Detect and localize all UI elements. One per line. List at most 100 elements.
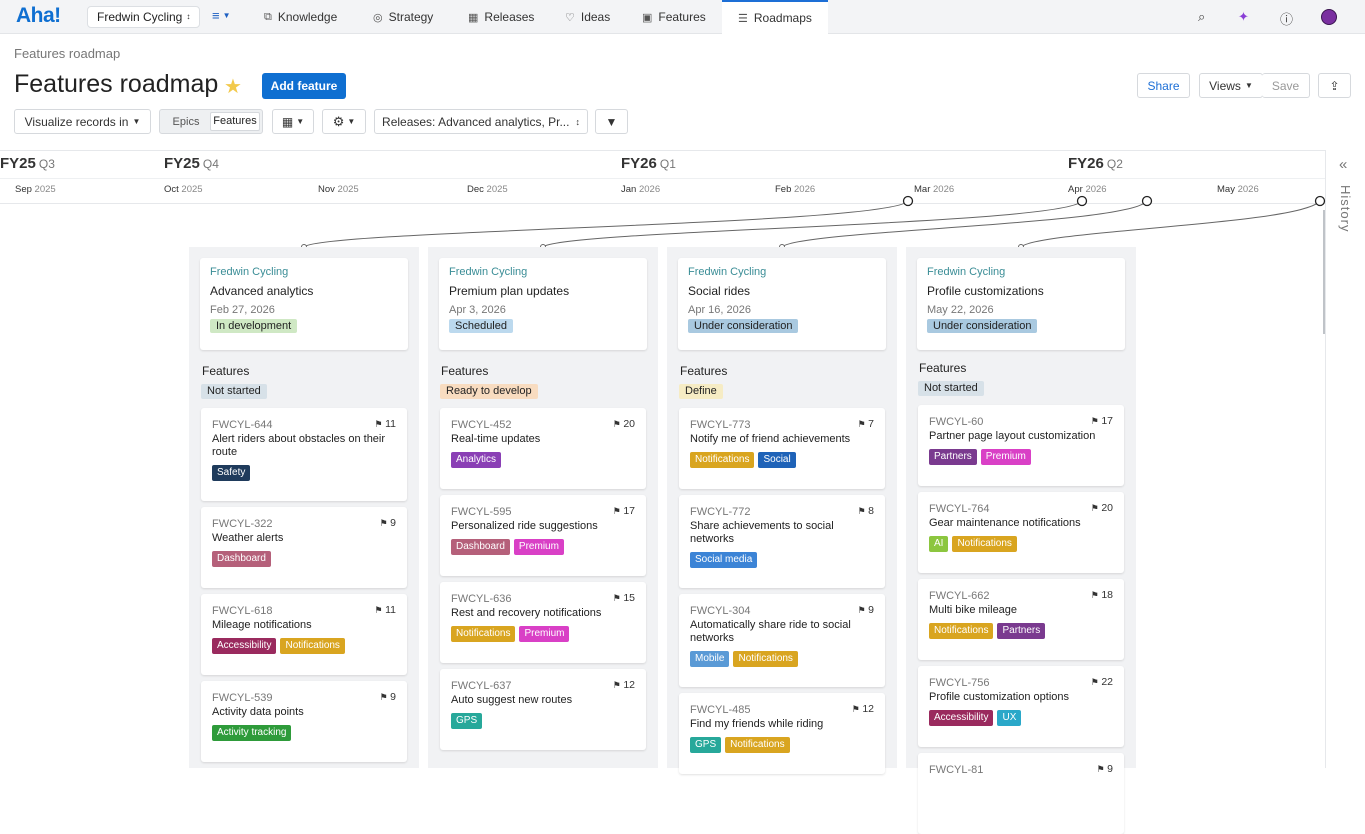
seg-epics[interactable]: Epics (172, 115, 200, 128)
menu-toggle-button[interactable]: ≡ ▼ (212, 8, 231, 23)
tag[interactable]: Mobile (690, 651, 730, 667)
add-feature-button[interactable]: Add feature (262, 73, 346, 99)
tag[interactable]: GPS (451, 713, 483, 729)
feature-card[interactable]: FWCYL-60 ⚑ 17 Partner page layout customiz… (918, 405, 1124, 486)
feature-id[interactable]: FWCYL-539 (212, 692, 273, 704)
tab-knowledge[interactable]: ⧉ Knowledge (264, 0, 337, 34)
feature-id[interactable]: FWCYL-764 (929, 503, 990, 515)
visualize-dropdown[interactable]: Visualize records in ▼ (14, 109, 151, 134)
tab-features[interactable]: ▣ Features (642, 0, 706, 34)
tag[interactable]: Notifications (690, 452, 755, 468)
search-icon[interactable]: ⌕ (1198, 9, 1206, 24)
feature-id[interactable]: FWCYL-304 (690, 605, 751, 617)
tab-roadmaps[interactable]: ☰ Roadmaps (722, 0, 828, 34)
feature-card[interactable]: FWCYL-756 ⚑ 22 Profile customization optio… (918, 666, 1124, 747)
tag[interactable]: AI (929, 536, 949, 552)
tag[interactable]: Notifications (929, 623, 994, 639)
tag[interactable]: Partners (929, 449, 977, 465)
feature-card[interactable]: FWCYL-452 ⚑ 20 Real-time updates Analytics (440, 408, 646, 489)
feature-card[interactable]: FWCYL-772 ⚑ 8 Share achievements to social… (679, 495, 885, 588)
tag[interactable]: Activity tracking (212, 725, 292, 741)
tag[interactable]: Premium (513, 539, 564, 555)
feature-id[interactable]: FWCYL-772 (690, 506, 751, 518)
release-name[interactable]: Premium plan updates (449, 284, 570, 298)
seg-features[interactable]: Features (210, 112, 260, 131)
tab-ideas[interactable]: ♡ Ideas (565, 0, 610, 34)
history-label[interactable]: History (1338, 185, 1353, 233)
feature-id[interactable]: FWCYL-452 (451, 419, 512, 431)
tag[interactable]: Notifications (725, 737, 790, 753)
tag[interactable]: Dashboard (451, 539, 510, 555)
chevron-left-double-icon[interactable]: « (1339, 156, 1348, 173)
save-button[interactable]: Save (1262, 73, 1310, 98)
tag[interactable]: Social (758, 452, 796, 468)
feature-id[interactable]: FWCYL-81 (929, 764, 984, 776)
tag[interactable]: Premium (519, 626, 570, 642)
tag[interactable]: Notifications (733, 651, 798, 667)
tag[interactable]: Partners (997, 623, 1046, 639)
export-icon[interactable]: ⇪ (1318, 73, 1351, 98)
tag[interactable]: Analytics (451, 452, 502, 468)
feature-card[interactable]: FWCYL-764 ⚑ 20 Gear maintenance notificati… (918, 492, 1124, 573)
feature-id[interactable]: FWCYL-485 (690, 704, 751, 716)
feature-card[interactable]: FWCYL-322 ⚑ 9 Weather alerts Dashboard (201, 507, 407, 588)
tab-strategy[interactable]: ◎ Strategy (373, 0, 433, 34)
help-icon[interactable]: ⓘ (1280, 12, 1294, 27)
aha-logo[interactable]: Aha! (16, 4, 61, 27)
feature-card[interactable]: FWCYL-595 ⚑ 17 Personalized ride suggestio… (440, 495, 646, 576)
tag[interactable]: Dashboard (212, 551, 271, 567)
tag[interactable]: Accessibility (929, 710, 994, 726)
epics-features-toggle[interactable]: Epics Features (159, 109, 263, 134)
feature-id[interactable]: FWCYL-773 (690, 419, 751, 431)
feature-card[interactable]: FWCYL-81 ⚑ 9 (918, 753, 1124, 834)
scrollbar[interactable] (1323, 210, 1325, 334)
feature-card[interactable]: FWCYL-485 ⚑ 12 Find my friends while ridin… (679, 693, 885, 774)
feature-id[interactable]: FWCYL-322 (212, 518, 273, 530)
releases-filter[interactable]: Releases: Advanced analytics, Pr... ↕ (374, 109, 588, 134)
release-card[interactable]: Fredwin Cycling Social rides Apr 16, 2026 U… (678, 258, 886, 350)
tag[interactable]: Notifications (280, 638, 345, 654)
caret-down-icon: ▼ (347, 117, 356, 126)
release-card[interactable]: Fredwin Cycling Profile customizations May… (917, 258, 1125, 350)
tag[interactable]: Social media (690, 552, 758, 568)
views-button[interactable]: Views ▼ (1199, 73, 1263, 98)
feature-id[interactable]: FWCYL-637 (451, 680, 512, 692)
feature-card[interactable]: FWCYL-304 ⚑ 9 Automatically share ride to … (679, 594, 885, 687)
feature-id[interactable]: FWCYL-662 (929, 590, 990, 602)
tag[interactable]: Notifications (952, 536, 1017, 552)
feature-card[interactable]: FWCYL-773 ⚑ 7 Notify me of friend achievem… (679, 408, 885, 489)
tag[interactable]: Notifications (451, 626, 516, 642)
tag[interactable]: GPS (690, 737, 722, 753)
ai-sparkle-icon[interactable]: ✦ (1238, 9, 1249, 24)
feature-card[interactable]: FWCYL-637 ⚑ 12 Auto suggest new routes GPS (440, 669, 646, 750)
share-button[interactable]: Share (1137, 73, 1190, 98)
tag[interactable]: Accessibility (212, 638, 277, 654)
release-card[interactable]: Fredwin Cycling Premium plan updates Apr 3… (439, 258, 647, 350)
feature-id[interactable]: FWCYL-595 (451, 506, 512, 518)
feature-card[interactable]: FWCYL-539 ⚑ 9 Activity data points Activity… (201, 681, 407, 762)
tag[interactable]: Premium (980, 449, 1031, 465)
feature-card[interactable]: FWCYL-644 ⚑ 11 Alert riders about obstacle… (201, 408, 407, 501)
tab-releases[interactable]: ▦ Releases (468, 0, 534, 34)
feature-id[interactable]: FWCYL-644 (212, 419, 273, 431)
star-icon[interactable]: ★ (224, 76, 242, 98)
release-card[interactable]: Fredwin Cycling Advanced analytics Feb 27,… (200, 258, 408, 350)
release-name[interactable]: Advanced analytics (210, 284, 314, 298)
release-name[interactable]: Social rides (688, 284, 751, 298)
breadcrumb[interactable]: Features roadmap (14, 46, 121, 61)
workspace-selector[interactable]: Fredwin Cycling ↕ (87, 6, 201, 28)
feature-card[interactable]: FWCYL-636 ⚑ 15 Rest and recovery notificat… (440, 582, 646, 663)
feature-id[interactable]: FWCYL-60 (929, 416, 984, 428)
settings-button[interactable]: ⚙ ▼ (322, 109, 366, 134)
tag[interactable]: Safety (212, 465, 251, 481)
tag[interactable]: UX (997, 710, 1022, 726)
feature-card[interactable]: FWCYL-662 ⚑ 18 Multi bike mileage Notificat… (918, 579, 1124, 660)
filter-icon[interactable]: ▼ (595, 109, 628, 134)
feature-card[interactable]: FWCYL-618 ⚑ 11 Mileage notifications Access… (201, 594, 407, 675)
feature-id[interactable]: FWCYL-756 (929, 677, 990, 689)
feature-id[interactable]: FWCYL-618 (212, 605, 273, 617)
release-name[interactable]: Profile customizations (927, 284, 1044, 298)
calendar-button[interactable]: ▦ ▼ (272, 109, 314, 134)
feature-id[interactable]: FWCYL-636 (451, 593, 512, 605)
avatar[interactable] (1321, 9, 1337, 25)
